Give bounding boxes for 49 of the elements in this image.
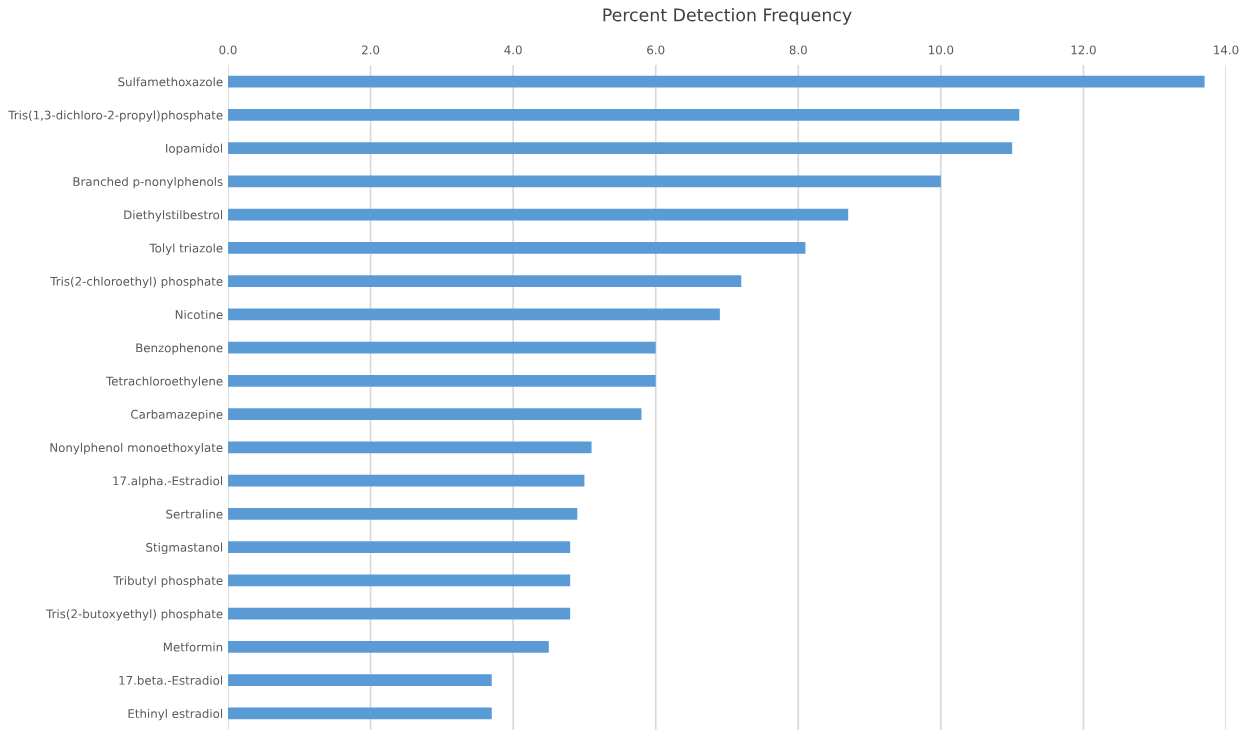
bar [228,175,941,188]
bar [228,375,656,387]
y-tick-label: Diethylstilbestrol [124,210,223,222]
y-tick-label: Sulfamethoxazole [118,77,223,87]
bar [228,275,742,287]
x-tick-label: 2.0 [362,45,380,55]
bar [228,574,571,587]
y-tick-label: Tris(1,3-dichloro-2-propyl)phosphate [8,110,223,122]
y-tick-label: Branched p-nonylphenols [73,176,223,189]
y-tick-label: Carbamazepine [131,409,223,422]
bar [228,707,492,720]
x-tick-label: 0.0 [219,45,237,55]
y-tick-label: Tris(2-butoxyethyl) phosphate [46,609,223,621]
bar [228,607,571,620]
bar [228,109,1020,121]
bar [228,441,592,454]
x-tick-label: 12.0 [1071,45,1096,55]
y-tick-label: Tetrachloroethylene [105,376,223,388]
chart-title: Percent Detection Frequency [603,8,852,25]
y-tick-label: Benzophenone [136,343,223,355]
bar [228,142,1013,154]
y-tick-label: 17.beta.-Estradiol [119,675,223,685]
x-tick-label: 6.0 [647,45,665,55]
y-tick-label: Tris(2-chloroethyl) phosphate [50,276,223,289]
y-tick-label: Sertraline [166,509,223,519]
x-tick-label: 10.0 [929,45,954,55]
bar [228,208,849,221]
y-tick-label: Metformin [163,642,223,652]
y-tick-label: 17.alpha.-Estradiol [113,476,223,488]
bar [228,508,578,520]
bar [228,541,571,553]
y-tick-label: Nicotine [175,309,223,320]
y-tick-label: Tributyl phosphate [113,575,223,588]
x-tick-label: 8.0 [789,45,807,55]
bar [228,641,549,653]
bar [228,242,806,254]
y-tick-label: Nonylphenol monoethoxylate [50,442,223,455]
bar [228,341,656,354]
y-tick-label: Iopamidol [166,143,223,156]
x-tick-label: 14.0 [1214,45,1239,55]
y-tick-label: Tolyl triazole [149,243,223,255]
x-tick-label: 4.0 [504,45,522,55]
bar [228,408,642,420]
bar [228,75,1205,88]
bar [228,474,585,487]
y-tick-label: Ethinyl estradiol [128,708,223,721]
bar [228,308,720,321]
bar [228,674,492,686]
y-tick-label: Stigmastanol [146,542,223,555]
